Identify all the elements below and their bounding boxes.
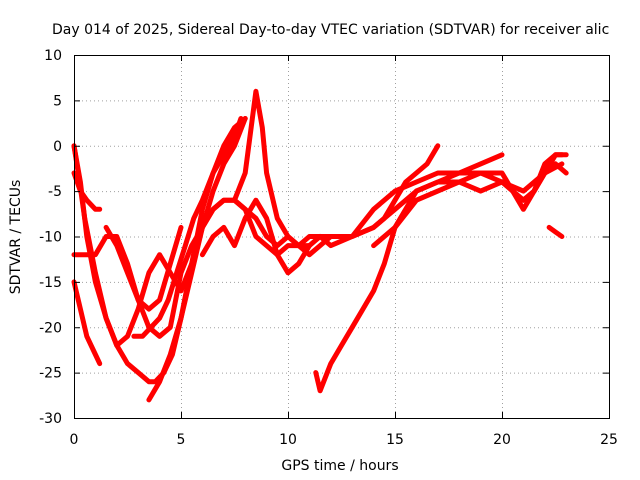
series-layer — [71, 88, 569, 403]
y-tick-label: 5 — [53, 93, 62, 109]
y-tick-label: -15 — [39, 275, 62, 291]
series-track-8 — [146, 116, 248, 403]
x-tick-label: 25 — [600, 432, 618, 448]
y-tick-label: -10 — [39, 230, 62, 246]
x-tick-label: 15 — [386, 432, 404, 448]
y-tick-label: -20 — [39, 320, 62, 336]
grid — [74, 55, 609, 418]
series-track-13 — [546, 224, 565, 239]
x-axis-title: GPS time / hours — [281, 458, 398, 474]
series-track-7 — [131, 116, 244, 339]
series-track-4 — [71, 279, 103, 367]
series-track-5 — [71, 170, 103, 212]
y-tick-label: 10 — [44, 48, 62, 64]
series-track-10 — [199, 197, 312, 276]
y-tick-label: 0 — [53, 139, 62, 155]
y-tick-label: -30 — [39, 411, 62, 427]
chart-title: Day 014 of 2025, Sidereal Day-to-day VTE… — [52, 22, 609, 38]
y-tick-labels: -30 -25 -20 -15 -10 -5 0 5 10 — [39, 48, 62, 427]
series-track-14 — [510, 152, 569, 203]
series-track-6 — [103, 224, 184, 312]
series-track-9 — [232, 88, 441, 249]
y-tick-label: -25 — [39, 366, 62, 382]
x-tick-label: 5 — [177, 432, 186, 448]
x-tick-label: 10 — [279, 432, 297, 448]
y-axis-title: SDTVAR / TECUs — [8, 180, 24, 295]
y-tick-label: -5 — [48, 184, 62, 200]
x-tick-label: 0 — [70, 432, 79, 448]
x-tick-label: 20 — [493, 432, 511, 448]
ticks — [74, 55, 610, 419]
x-tick-labels: 0 5 10 15 20 25 — [70, 432, 618, 448]
